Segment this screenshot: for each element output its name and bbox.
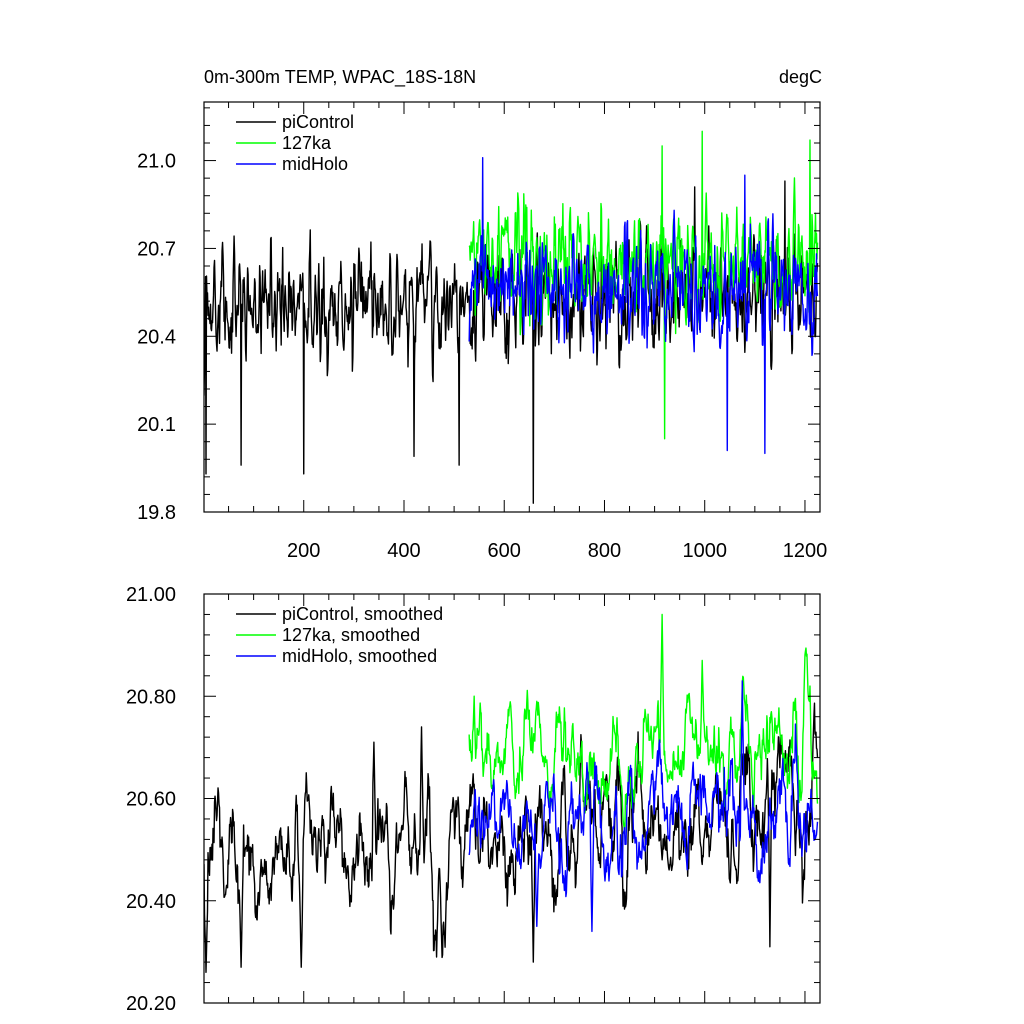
axis-layer: 200 400 600 800 1000 1200 19.8 20.1 20.4 20.7 21.0: [137, 101, 828, 562]
y-tick-label: 21.0: [137, 151, 176, 173]
series-line-picontrol: [204, 702, 819, 974]
series-line-127ka: [468, 613, 819, 834]
y-tick-label: 19.8: [137, 502, 176, 524]
x-tick-label: 400: [387, 540, 420, 562]
legend-label: midHolo: [282, 154, 348, 174]
chart-title-right: degC: [779, 67, 822, 87]
legend-label: 127ka: [282, 133, 332, 153]
x-tick-label: 1200: [783, 540, 828, 562]
chart-title-left: 0m-300m TEMP, WPAC_18S-18N: [204, 67, 476, 88]
plot-frame: [203, 101, 821, 513]
y-tick-label: 20.1: [137, 414, 176, 436]
x-tick-label: 200: [287, 540, 320, 562]
series-line-picontrol: [204, 180, 819, 504]
chart-panel-bottom: 20.20 20.40 20.60 20.80 21.00 piControl, smo…: [126, 584, 821, 1015]
y-tick-label: 20.7: [137, 238, 176, 260]
y-tick-label: 20.80: [126, 686, 176, 708]
y-tick-label: 20.20: [126, 993, 176, 1015]
y-tick-label: 20.40: [126, 891, 176, 913]
legend-label: 127ka, smoothed: [282, 625, 420, 645]
series-line-midholo: [468, 680, 819, 933]
legend-label: piControl: [282, 112, 354, 132]
y-tick-label: 21.00: [126, 584, 176, 606]
axis-layer: 20.20 20.40 20.60 20.80 21.00: [126, 584, 821, 1015]
x-tick-label: 600: [488, 540, 521, 562]
legend-label: piControl, smoothed: [282, 604, 443, 624]
y-tick-label: 20.4: [137, 326, 176, 348]
chart-panel-top: 0m-300m TEMP, WPAC_18S-18N degC 200 400 60…: [137, 67, 827, 562]
x-tick-label: 1000: [682, 540, 727, 562]
x-tick-label: 800: [588, 540, 621, 562]
series-layer: [204, 613, 819, 974]
series-line-midholo: [468, 156, 819, 455]
legend-label: midHolo, smoothed: [282, 646, 437, 666]
series-layer: [204, 130, 819, 504]
y-tick-label: 20.60: [126, 789, 176, 811]
